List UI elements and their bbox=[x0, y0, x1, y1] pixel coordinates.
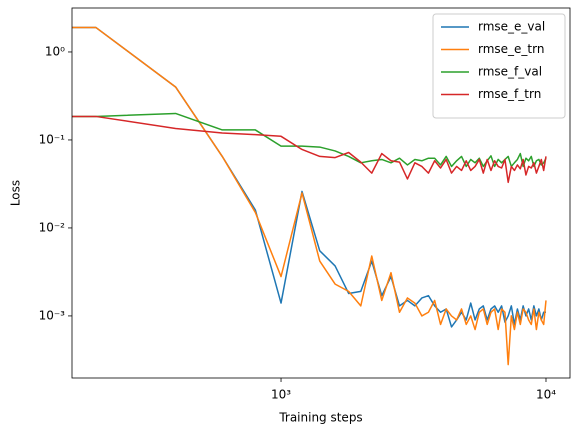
ticks: 10³ 10⁴ 10⁻³ 10⁻² 10⁻¹ 10⁰ bbox=[39, 44, 557, 401]
plot-frame bbox=[71, 7, 571, 379]
legend-label: rmse_e_val bbox=[478, 20, 545, 34]
y-tick-label: 10⁰ bbox=[45, 44, 65, 58]
x-axis-label: Training steps bbox=[278, 411, 362, 425]
y-axis-label: Loss bbox=[9, 180, 23, 206]
series-line bbox=[72, 115, 547, 184]
series-line bbox=[72, 26, 546, 328]
y-tick-label: 10⁻³ bbox=[39, 308, 66, 322]
legend-box bbox=[432, 13, 566, 119]
y-tick-label: 10⁻¹ bbox=[39, 132, 66, 146]
legend: rmse_e_val rmse_e_trn rmse_f_val rmse_f_trn bbox=[432, 13, 566, 119]
x-tick-label: 10³ bbox=[271, 388, 291, 402]
y-tick-label: 10⁻² bbox=[39, 220, 66, 234]
series-line bbox=[72, 26, 547, 366]
legend-label: rmse_f_trn bbox=[478, 87, 541, 101]
x-tick-label: 10⁴ bbox=[536, 388, 556, 402]
series-line bbox=[72, 112, 547, 168]
lines bbox=[72, 26, 547, 366]
legend-label: rmse_e_trn bbox=[478, 42, 544, 56]
legend-label: rmse_f_val bbox=[478, 65, 542, 79]
